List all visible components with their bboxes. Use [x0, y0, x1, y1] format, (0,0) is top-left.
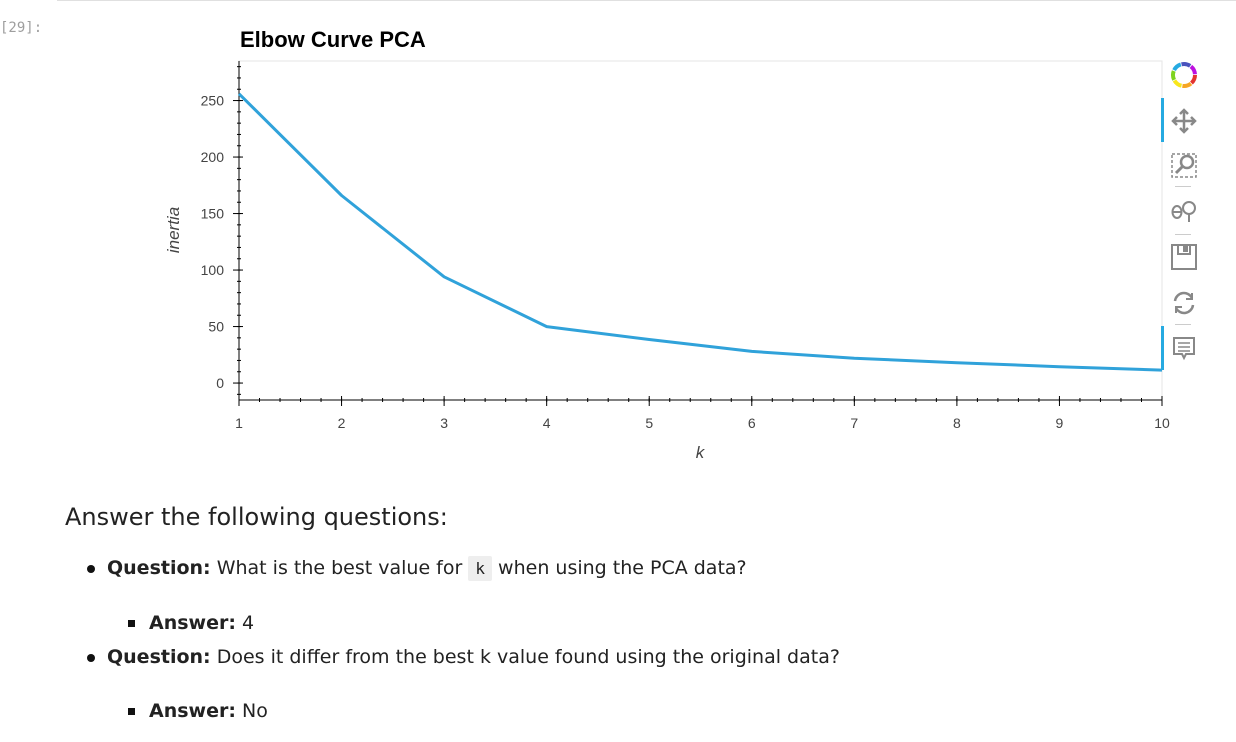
question-label: Question: [107, 646, 211, 668]
box-zoom-icon[interactable] [1169, 150, 1199, 180]
question-text: What is the best value for [216, 557, 463, 579]
plot-frame [238, 60, 1163, 401]
list-bullet [128, 708, 135, 715]
bokeh-logo-icon[interactable] [1169, 60, 1199, 90]
reset-icon[interactable] [1169, 288, 1199, 318]
cell-top-border [57, 0, 1236, 1]
x-tick-label: 7 [850, 415, 858, 431]
x-tick-label: 4 [543, 415, 551, 431]
elbow-chart[interactable]: 0 50 100 150 200 250 1 2 3 4 5 6 7 8 9 10 k inertia [0, 0, 1236, 480]
inline-code: k [468, 556, 492, 581]
x-axis: 1 2 3 4 5 6 7 8 9 10 [235, 396, 1170, 431]
x-tick-label: 8 [953, 415, 961, 431]
chart-title: Elbow Curve PCA [240, 27, 426, 52]
toolbar-divider [1175, 186, 1191, 187]
cell-prompt: [29]: [0, 20, 43, 36]
answer-text: No [242, 700, 268, 722]
y-tick-label: 200 [201, 149, 225, 165]
y-tick-label: 50 [208, 319, 224, 335]
answer-label: Answer: [149, 612, 236, 634]
hover-active-indicator [1161, 326, 1164, 370]
toolbar-divider [1175, 234, 1191, 235]
answer-1: Answer: 4 [149, 612, 254, 634]
x-tick-label: 2 [338, 415, 346, 431]
x-tick-label: 6 [748, 415, 756, 431]
question-1: Question: What is the best value for k w… [107, 556, 747, 581]
hover-icon[interactable] [1169, 334, 1199, 364]
answer-label: Answer: [149, 700, 236, 722]
pan-active-indicator [1161, 98, 1164, 142]
answer-text: 4 [242, 612, 255, 634]
save-icon[interactable] [1169, 242, 1199, 272]
x-tick-label: 5 [645, 415, 653, 431]
question-2: Question: Does it differ from the best k… [107, 646, 840, 668]
question-label: Question: [107, 557, 211, 579]
question-text: when using the PCA data? [498, 557, 747, 579]
toolbar-divider [1175, 324, 1191, 325]
x-axis-label: k [696, 443, 706, 462]
pan-icon[interactable] [1169, 106, 1199, 136]
y-tick-label: 150 [201, 206, 225, 222]
list-bullet [128, 620, 135, 627]
x-tick-label: 9 [1056, 415, 1064, 431]
plot-toolbar [1161, 55, 1205, 370]
wheel-zoom-icon[interactable] [1169, 196, 1199, 226]
y-tick-label: 250 [201, 93, 225, 109]
y-tick-label: 100 [201, 262, 225, 278]
x-tick-label: 10 [1154, 415, 1170, 431]
list-bullet [87, 654, 95, 662]
answer-2: Answer: No [149, 700, 268, 722]
inertia-line [237, 92, 1163, 372]
x-tick-label: 1 [235, 415, 243, 431]
y-axis: 0 50 100 150 200 250 [201, 61, 243, 400]
x-tick-label: 3 [440, 415, 448, 431]
answers-heading: Answer the following questions: [65, 503, 448, 531]
y-axis-label: inertia [164, 207, 183, 253]
list-bullet [87, 565, 95, 573]
question-text: Does it differ from the best k value fou… [216, 646, 840, 668]
y-tick-label: 0 [216, 375, 224, 391]
